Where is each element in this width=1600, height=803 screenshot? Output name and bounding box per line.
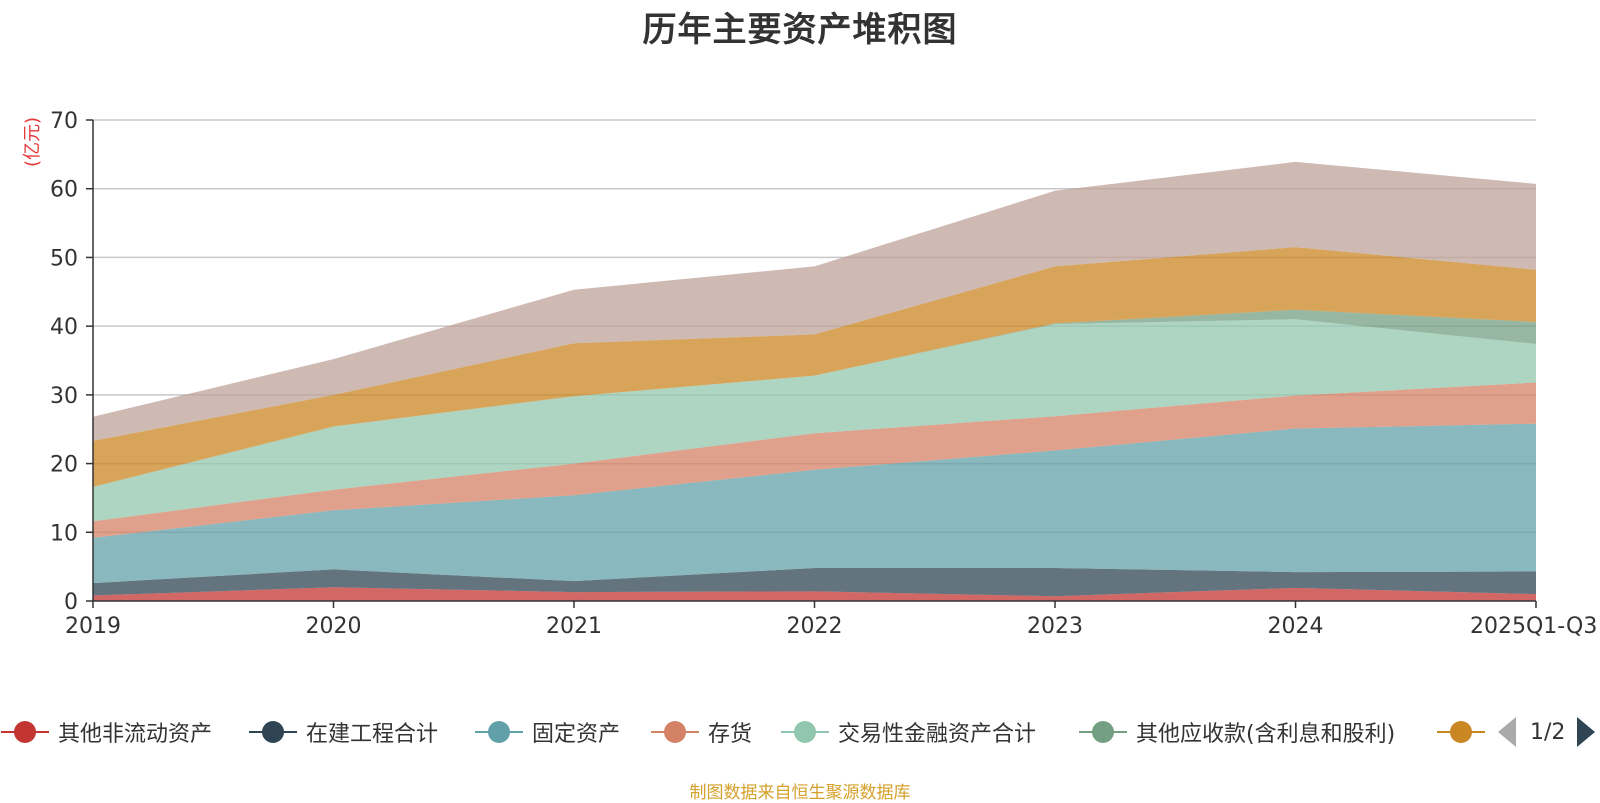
x-tick-label: 2020 (306, 614, 362, 639)
area-series-7[interactable] (93, 161, 1536, 441)
x-tick-label: 2019 (65, 614, 121, 639)
legend-label: 其他非流动资产 (58, 722, 213, 747)
y-tick-label: 60 (50, 178, 78, 203)
legend-marker-icon (781, 721, 829, 743)
axes: 0 10 20 30 40 50 60 70 2019 2020 2021 2022 2023 2024 2… (50, 109, 1597, 639)
x-tick-label: 2021 (546, 614, 602, 639)
area-series-3[interactable] (93, 382, 1536, 538)
legend-page-indicator: 1/2 (1530, 719, 1566, 745)
legend-marker-icon (1, 721, 49, 743)
area-series (93, 161, 1536, 601)
x-tick-label: 2023 (1027, 614, 1083, 639)
chart-title: 历年主要资产堆积图 (642, 10, 958, 50)
x-tick-label: 2025Q1-Q3 (1470, 614, 1597, 639)
y-tick-label: 0 (64, 590, 78, 615)
area-series-6[interactable] (93, 247, 1536, 487)
legend-item[interactable]: 交易性金融资产合计 (780, 712, 1036, 752)
y-tick-label: 40 (50, 315, 78, 340)
legend-label: 在建工程合计 (306, 722, 439, 747)
x-tick-label: 2024 (1268, 614, 1324, 639)
chart-legend: 其他非流动资产 在建工程合计 固定资产 存货 交易性金融资产合计 其他应收款(含利息和股利… (0, 712, 1600, 752)
legend-label: 存货 (708, 722, 753, 747)
legend-item[interactable]: 存货 (650, 712, 752, 752)
legend-marker-icon (1437, 721, 1485, 743)
legend-label: 其他应收款(含利息和股利) (1136, 722, 1396, 747)
y-tick-label: 50 (50, 246, 78, 271)
legend-item[interactable]: 固定资产 (474, 712, 620, 752)
y-tick-label: 70 (50, 109, 78, 134)
legend-pager: 1/2 (1498, 712, 1596, 752)
y-axis-unit-label: (亿元) (22, 117, 43, 167)
area-series-0[interactable] (93, 587, 1536, 601)
legend-label: 交易性金融资产合计 (838, 722, 1037, 747)
legend-item[interactable]: 其他应收款(含利息和股利) (1078, 712, 1395, 752)
legend-label: 固定资产 (532, 722, 621, 747)
area-series-4[interactable] (93, 319, 1536, 522)
y-tick-label: 20 (50, 453, 78, 478)
legend-marker-icon (249, 721, 297, 743)
legend-marker-icon (651, 721, 699, 743)
y-tick-label: 10 (50, 521, 78, 546)
legend-item[interactable] (1436, 712, 1486, 752)
legend-next-page-icon[interactable] (1577, 717, 1596, 747)
legend-marker-icon (475, 721, 523, 743)
legend-marker-icon (1079, 721, 1127, 743)
area-series-5[interactable] (93, 309, 1536, 487)
legend-prev-page-icon[interactable] (1498, 717, 1516, 747)
area-series-1[interactable] (93, 568, 1536, 597)
legend-item[interactable]: 在建工程合计 (248, 712, 438, 752)
y-tick-label: 30 (50, 384, 78, 409)
source-note: 制图数据来自恒生聚源数据库 (689, 783, 911, 803)
area-series-2[interactable] (93, 423, 1536, 584)
x-tick-label: 2022 (787, 614, 843, 639)
legend-item[interactable]: 其他非流动资产 (0, 712, 212, 752)
